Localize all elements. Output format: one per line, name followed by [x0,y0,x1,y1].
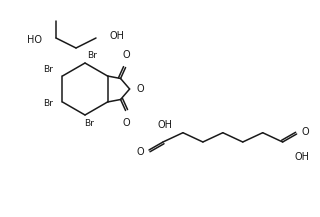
Text: O: O [302,127,309,137]
Text: O: O [137,84,144,94]
Text: O: O [123,51,130,61]
Text: O: O [123,117,130,128]
Text: OH: OH [157,120,172,130]
Text: Br: Br [44,100,53,108]
Text: OH: OH [109,31,124,41]
Text: O: O [136,147,144,157]
Text: OH: OH [295,152,310,162]
Text: Br: Br [44,66,53,74]
Text: Br: Br [84,120,94,128]
Text: HO: HO [27,35,42,45]
Text: Br: Br [87,51,97,59]
